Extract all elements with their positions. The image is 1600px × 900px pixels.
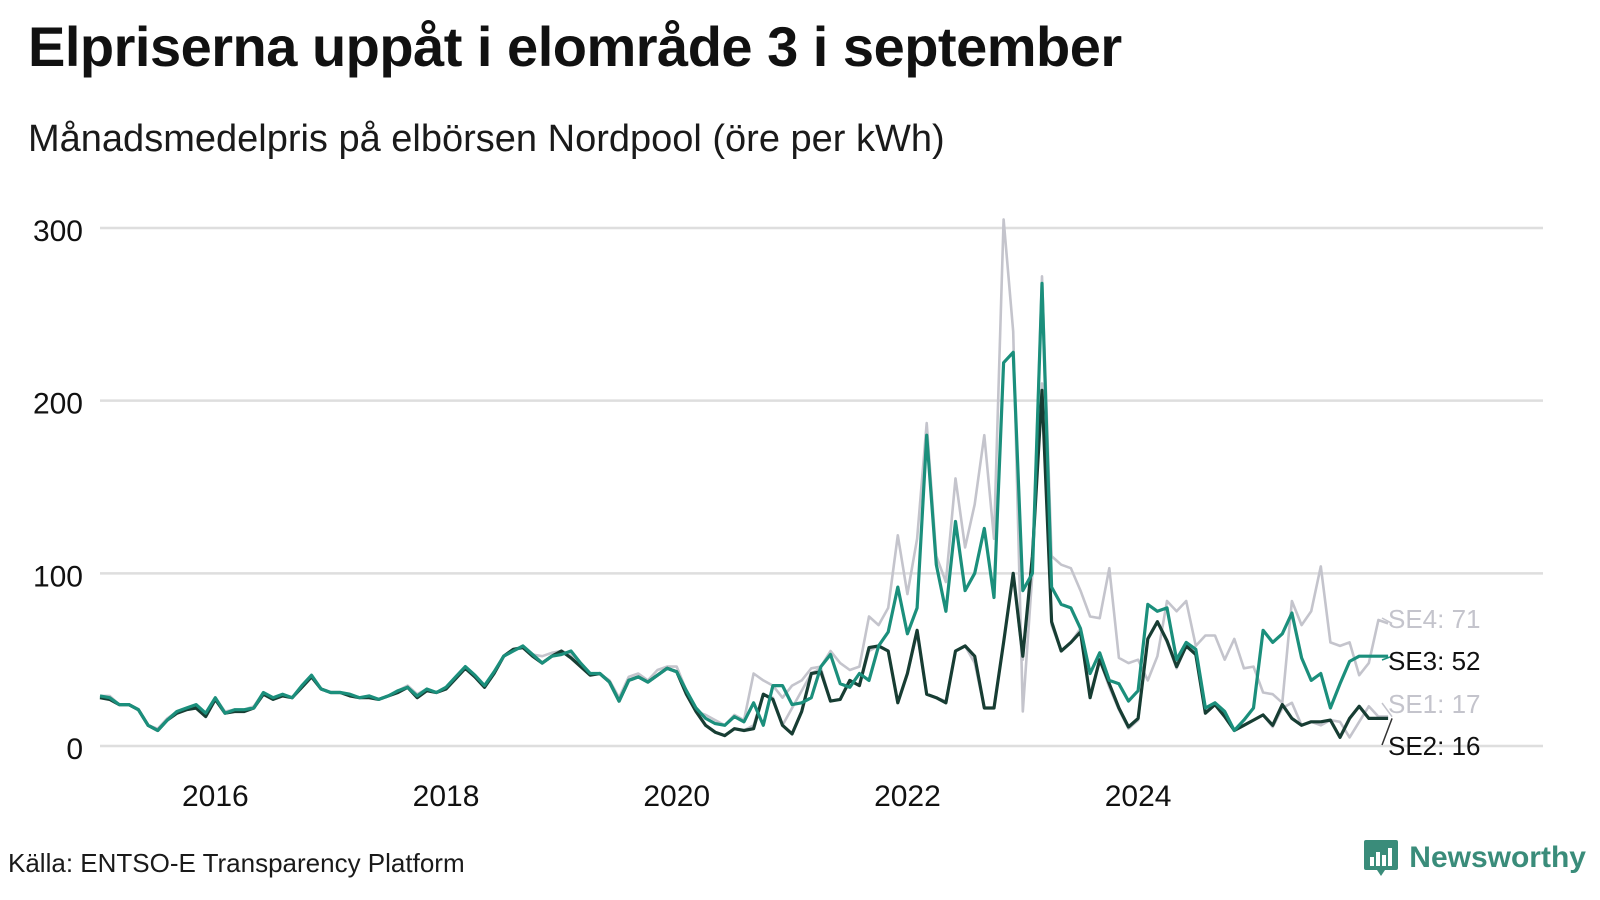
series-label-se1: SE1: 17 [1388,689,1481,719]
series-line-se1 [100,382,1389,739]
source-note: Källa: ENTSO-E Transparency Platform [8,848,465,878]
x-axis: 2016 2018 2020 2022 2024 [182,780,1172,813]
leader-line-se4 [1381,617,1393,625]
series-line-se3 [99,281,1389,733]
x-tick-label-2022: 2022 [874,780,941,813]
leader-line-se3 [1381,655,1393,661]
y-axis: 0 100 200 300 [33,215,83,766]
y-tick-label-100: 100 [33,560,83,593]
bar-chart-speech-icon [1364,840,1399,876]
y-tick-label-200: 200 [33,388,83,421]
series-label-se2: SE2: 16 [1388,731,1481,761]
series-label-se3: SE3: 52 [1388,646,1481,676]
y-tick-label-300: 300 [33,215,83,248]
brand-name: Newsworthy [1409,841,1586,874]
chart-title: Elpriserna uppåt i elområde 3 i septembe… [28,15,1122,78]
x-tick-label-2024: 2024 [1105,780,1172,813]
x-tick-label-2016: 2016 [182,780,249,813]
x-tick-label-2018: 2018 [413,780,480,813]
gridlines [100,226,1543,748]
series-label-se4: SE4: 71 [1388,604,1481,634]
leader-line-se2 [1381,718,1393,746]
x-tick-label-2020: 2020 [643,780,710,813]
y-tick-label-0: 0 [66,733,83,766]
series-line-se2 [99,388,1389,740]
brand-logo[interactable]: Newsworthy [1363,838,1586,878]
leader-line-se1 [1381,702,1393,718]
series-lines [99,218,1389,740]
series-end-labels: SE4: 71 SE1: 17 SE2: 16 SE3: 52 [1381,604,1481,761]
chart-subtitle: Månadsmedelpris på elbörsen Nordpool (ör… [28,118,945,160]
